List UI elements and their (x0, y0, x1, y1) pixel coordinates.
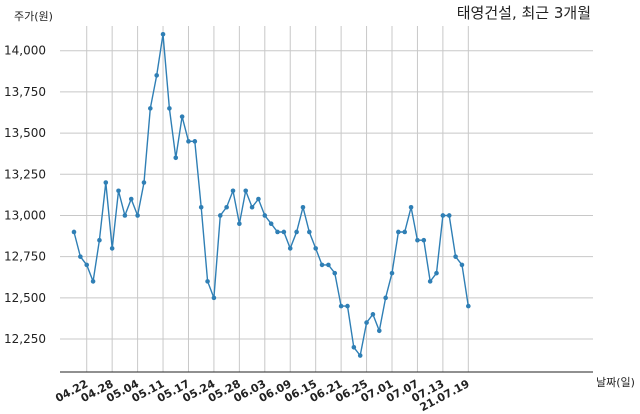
data-point (198, 204, 204, 210)
data-point (370, 312, 376, 317)
data-point (319, 262, 325, 268)
y-tick-label: 13,250 (4, 167, 46, 181)
data-point (230, 188, 236, 194)
data-point (173, 155, 179, 161)
data-point (402, 229, 408, 235)
data-point (434, 270, 439, 276)
data-point (84, 262, 90, 268)
data-point (268, 221, 274, 227)
data-point (345, 303, 350, 309)
y-tick-label: 13,750 (4, 85, 46, 99)
series-line (73, 34, 469, 358)
data-point (148, 106, 153, 111)
grid (60, 26, 593, 372)
data-point (154, 73, 159, 78)
data-point (300, 204, 306, 210)
y-tick-label: 13,000 (4, 208, 46, 222)
price-series (71, 31, 471, 358)
data-point (351, 344, 357, 350)
data-point (281, 229, 287, 235)
data-point (307, 229, 312, 235)
data-point (466, 303, 471, 309)
y-tick-label: 12,250 (4, 332, 46, 346)
data-point (237, 221, 242, 227)
data-point (90, 279, 96, 284)
y-tick-label: 13,500 (4, 126, 46, 140)
x-axis-label: 날짜(일) (596, 375, 635, 389)
chart-title: 태영건설, 최근 3개월 (457, 4, 591, 22)
data-point (186, 139, 191, 144)
data-point (313, 246, 318, 251)
y-tick-label: 12,500 (4, 291, 46, 305)
y-axis-ticks: 12,250 12,500 12,750 13,000 13,250 13,500 13,7… (4, 44, 46, 346)
data-point (249, 204, 255, 210)
x-axis-ticks: 04.2204.2805.0405.1105.1705.2405.2806.03… (53, 377, 471, 414)
data-point (459, 262, 465, 268)
data-point (262, 213, 268, 218)
data-point (446, 213, 452, 218)
data-point (357, 353, 363, 358)
data-point (243, 188, 249, 194)
data-point (364, 320, 369, 325)
data-point (78, 254, 83, 259)
data-point (396, 229, 401, 235)
data-point (122, 213, 128, 218)
data-point (97, 237, 102, 243)
data-point (103, 180, 109, 185)
data-point (71, 229, 77, 235)
data-point (440, 213, 446, 218)
data-point (135, 213, 140, 218)
data-point (167, 106, 172, 111)
data-point (160, 31, 166, 37)
data-point (211, 295, 217, 301)
data-point (116, 188, 121, 194)
data-point (179, 114, 185, 119)
data-point (294, 229, 299, 235)
data-point (217, 213, 223, 218)
data-point (141, 180, 147, 185)
data-point (389, 270, 395, 276)
data-point (275, 229, 280, 235)
data-point (408, 204, 414, 210)
data-point (326, 262, 331, 268)
data-point (224, 204, 229, 210)
y-tick-label: 14,000 (4, 44, 46, 58)
data-point (287, 246, 293, 251)
data-point (427, 279, 433, 284)
data-point (383, 295, 388, 301)
data-point (256, 196, 261, 202)
data-point (453, 254, 458, 259)
data-point (376, 328, 382, 334)
data-point (415, 237, 420, 243)
y-axis-label: 주가(원) (14, 10, 53, 23)
y-tick-label: 12,750 (4, 250, 46, 264)
data-point (128, 196, 134, 202)
data-point (192, 139, 198, 144)
data-point (109, 246, 115, 251)
data-point (338, 303, 344, 309)
data-point (332, 270, 338, 276)
data-point (205, 279, 210, 284)
data-point (421, 237, 427, 243)
